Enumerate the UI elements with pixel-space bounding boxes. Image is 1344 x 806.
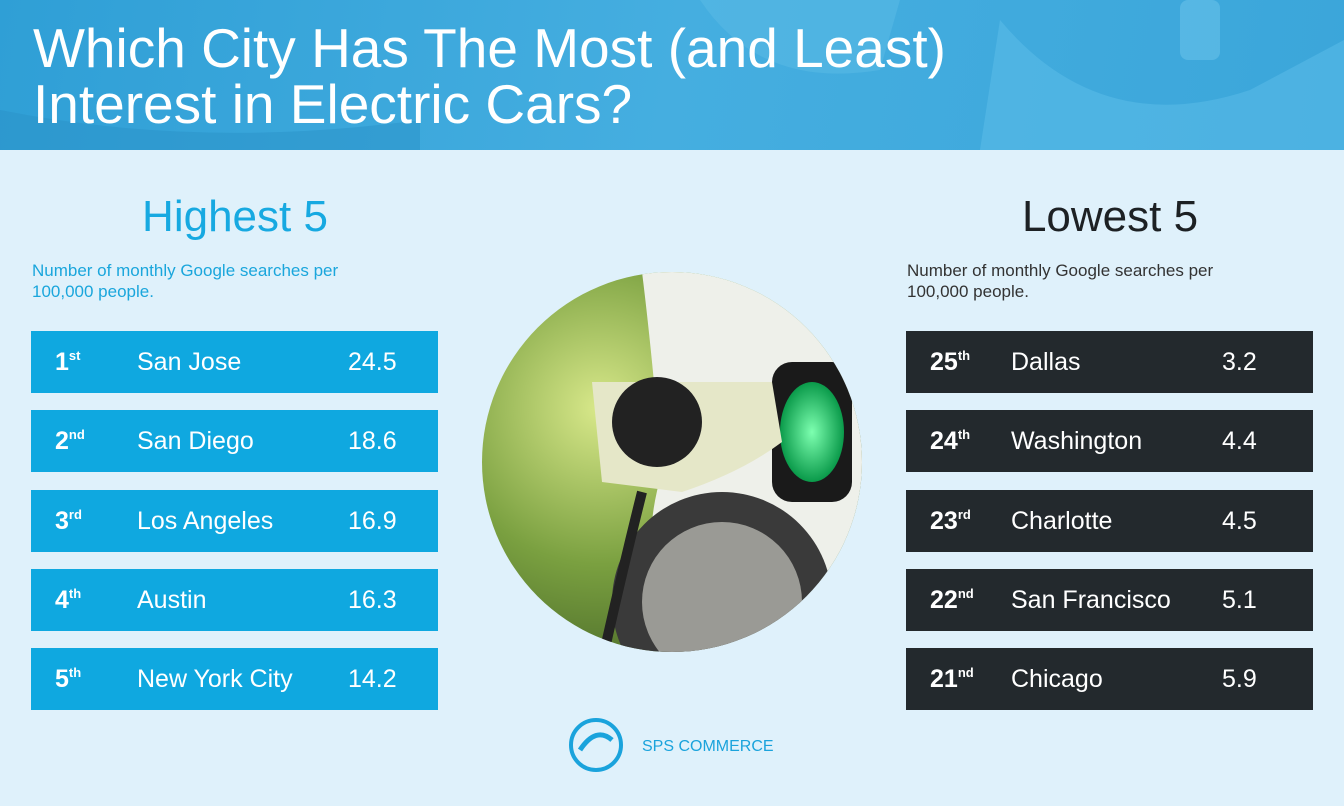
header-pattern (0, 0, 1344, 150)
value: 16.9 (348, 507, 397, 535)
rank: 21nd (930, 665, 974, 694)
rank: 1st (55, 348, 80, 377)
section-subtitle: Number of monthly Google searches per 10… (907, 261, 1214, 301)
table-row: 1st San Jose 24.5 (31, 331, 438, 393)
rank: 25th (930, 348, 970, 377)
rank: 3rd (55, 507, 82, 536)
table-row: 3rd Los Angeles 16.9 (31, 490, 438, 552)
rank: 5th (55, 665, 81, 694)
table-row: 22nd San Francisco 5.1 (906, 569, 1313, 631)
table-row: 2nd San Diego 18.6 (31, 410, 438, 472)
rank-number: 3 (55, 507, 69, 535)
city: Dallas (1011, 348, 1081, 376)
rank: 4th (55, 586, 81, 615)
rank-number: 23 (930, 507, 958, 535)
value: 14.2 (348, 665, 397, 693)
rank-suffix: th (957, 348, 971, 363)
rank-number: 21 (930, 665, 958, 693)
city: Washington (1011, 427, 1143, 455)
rank-number: 4 (55, 586, 69, 614)
table-row: 4th Austin 16.3 (31, 569, 438, 631)
city: Austin (137, 586, 207, 614)
city: San Jose (137, 348, 242, 376)
table-row: 21nd Chicago 5.9 (906, 648, 1313, 710)
title-line: Interest in Electric Cars? (33, 73, 633, 135)
logo-text: SPS COMMERCE (642, 738, 774, 755)
city: New York City (137, 665, 293, 693)
city: San Francisco (1011, 586, 1171, 614)
header: Which City Has The Most (and Least) Inte… (0, 0, 1344, 150)
rank: 22nd (930, 586, 974, 615)
rank-number: 25 (930, 348, 958, 376)
value: 5.1 (1222, 586, 1257, 614)
table-row: 23rd Charlotte 4.5 (906, 490, 1313, 552)
section-heading: Lowest 5 (1021, 192, 1199, 241)
rank-suffix: th (68, 665, 82, 680)
rank-suffix: th (957, 427, 971, 442)
value: 18.6 (348, 427, 397, 455)
rank: 2nd (55, 427, 85, 456)
rank-number: 24 (930, 427, 958, 455)
logo-mark (569, 718, 623, 772)
city: Chicago (1011, 665, 1103, 693)
rank-suffix: rd (957, 507, 971, 522)
value: 4.5 (1222, 507, 1257, 535)
section-subtitle: Number of monthly Google searches per 10… (32, 261, 339, 301)
title-line: Which City Has The Most (and Least) (33, 17, 946, 79)
table-row: 24th Washington 4.4 (906, 410, 1313, 472)
rank: 24th (930, 427, 970, 456)
rank-suffix: st (68, 348, 81, 363)
city: Los Angeles (137, 507, 274, 535)
car-photo (482, 272, 862, 652)
value: 3.2 (1222, 348, 1257, 376)
value: 4.4 (1222, 427, 1257, 455)
rank-number: 1 (55, 348, 69, 376)
city: Charlotte (1011, 507, 1113, 535)
rank-number: 5 (55, 665, 69, 693)
city: San Diego (137, 427, 254, 455)
rank-suffix: nd (68, 427, 85, 442)
rank-suffix: th (68, 586, 82, 601)
rank-suffix: nd (957, 665, 974, 680)
value: 16.3 (348, 586, 397, 614)
rank-number: 22 (930, 586, 958, 614)
rank: 23rd (930, 507, 971, 536)
rank-number: 2 (55, 427, 69, 455)
value: 24.5 (348, 348, 397, 376)
table-row: 25th Dallas 3.2 (906, 331, 1313, 393)
table-row: 5th New York City 14.2 (31, 648, 438, 710)
value: 5.9 (1222, 665, 1257, 693)
section-heading: Highest 5 (142, 192, 328, 241)
rank-suffix: nd (957, 586, 974, 601)
rank-suffix: rd (68, 507, 82, 522)
